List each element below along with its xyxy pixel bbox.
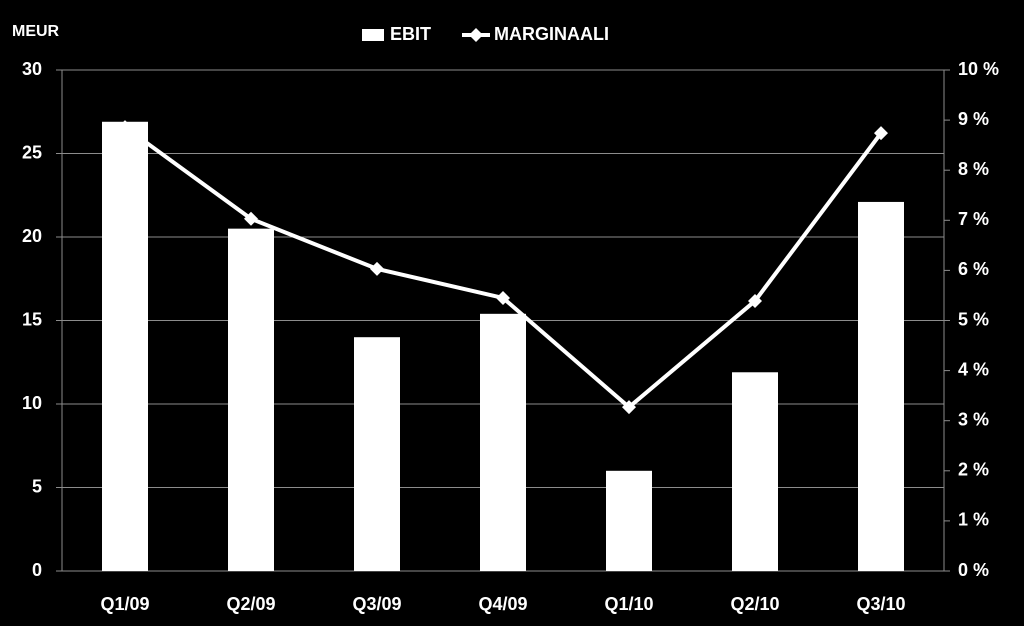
y2-tick-label: 3 % <box>958 409 989 429</box>
bar <box>102 121 148 572</box>
bar <box>732 372 778 571</box>
x-tick-label: Q3/09 <box>352 594 401 614</box>
y2-tick-label: 1 % <box>958 510 989 530</box>
x-tick-label: Q1/10 <box>604 594 653 614</box>
x-tick-label: Q1/09 <box>100 594 149 614</box>
x-tick-label: Q4/09 <box>478 594 527 614</box>
bar <box>858 201 904 571</box>
marker <box>370 261 384 276</box>
y2-tick-label: 5 % <box>958 309 989 329</box>
y2-tick-label: 10 % <box>958 59 999 79</box>
y2-tick-label: 8 % <box>958 159 989 179</box>
marker <box>622 400 636 415</box>
y2-tick-label: 0 % <box>958 560 989 580</box>
legend-swatch <box>362 29 384 41</box>
y2-tick-label: 6 % <box>958 259 989 279</box>
bar <box>606 470 652 571</box>
bar <box>354 337 400 571</box>
y-tick-label: 5 <box>32 476 42 496</box>
y-tick-label: 30 <box>22 59 42 79</box>
x-tick-label: Q2/10 <box>730 594 779 614</box>
x-tick-label: Q2/09 <box>226 594 275 614</box>
y2-tick-label: 2 % <box>958 460 989 480</box>
y-tick-label: 15 <box>22 309 42 329</box>
legend-label: MARGINAALI <box>494 24 609 44</box>
y2-tick-label: 9 % <box>958 109 989 129</box>
y-axis-label: MEUR <box>12 23 60 40</box>
y-tick-label: 0 <box>32 560 42 580</box>
y2-tick-label: 7 % <box>958 209 989 229</box>
bar <box>228 228 274 571</box>
bar <box>480 313 526 571</box>
legend-marker <box>469 28 483 42</box>
x-tick-label: Q3/10 <box>856 594 905 614</box>
marker <box>496 290 510 305</box>
y-tick-label: 20 <box>22 226 42 246</box>
marker <box>874 126 888 141</box>
y-tick-label: 10 <box>22 393 42 413</box>
marker <box>748 293 762 308</box>
marker <box>244 211 258 226</box>
legend-label: EBIT <box>390 24 431 44</box>
y-tick-label: 25 <box>22 142 42 162</box>
marker <box>118 120 132 135</box>
y2-tick-label: 4 % <box>958 359 989 379</box>
